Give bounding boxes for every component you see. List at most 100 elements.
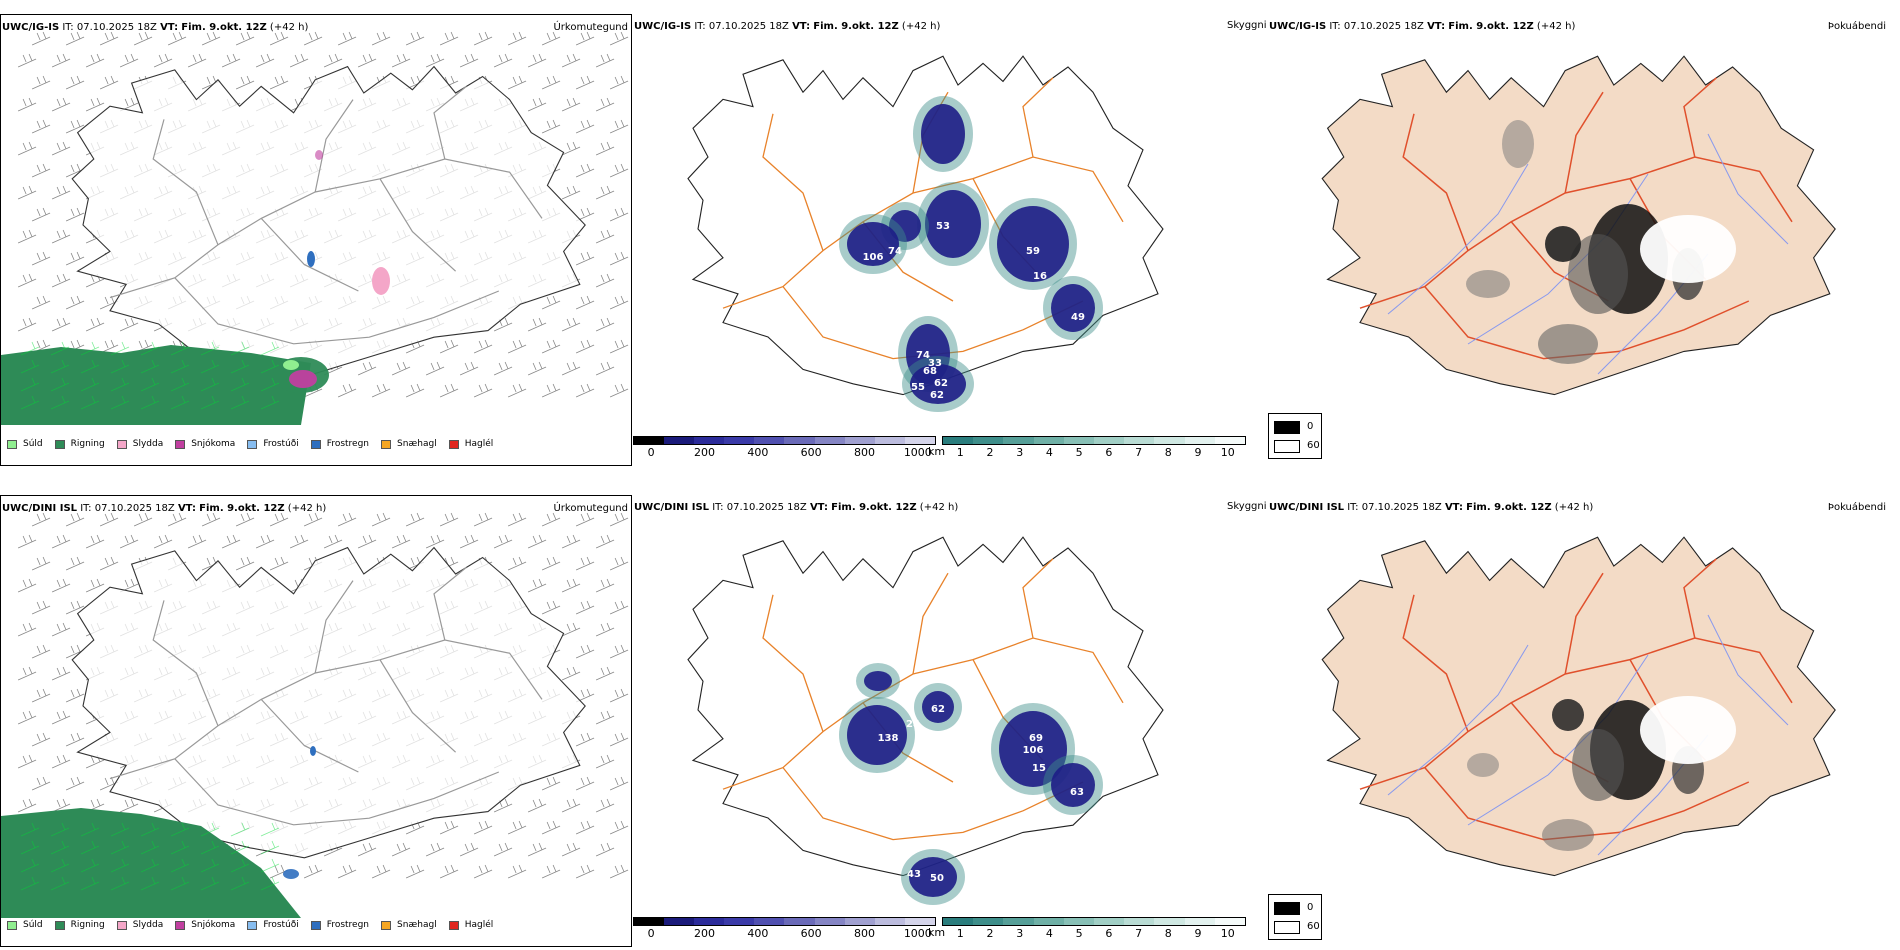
road-line	[260, 217, 359, 292]
wind-barb	[187, 534, 207, 549]
wind-barb	[153, 534, 173, 549]
wind-barb	[200, 377, 220, 392]
wind-barb	[110, 840, 130, 855]
panel-title: Skyggni	[1227, 20, 1267, 31]
ceiling-value-label: 68	[923, 366, 937, 377]
ceiling-colorbar-segment	[814, 437, 845, 444]
wind-barb	[80, 858, 100, 873]
ceiling-colorbar-tick-label: 1000	[903, 927, 932, 940]
wind-barb	[140, 876, 160, 891]
wind-barb	[357, 361, 377, 376]
wind-barb	[85, 97, 105, 112]
wind-barb	[371, 383, 391, 398]
wind-barb	[541, 820, 561, 835]
wind-barb	[201, 512, 221, 527]
fog-cell	[1568, 234, 1628, 314]
wind-barb	[17, 141, 37, 156]
wind-barb	[541, 383, 561, 398]
legend-swatch	[175, 920, 186, 930]
wind-barb	[170, 395, 190, 410]
ceiling-cell	[909, 857, 957, 897]
fog-label-high: 60	[1307, 921, 1320, 932]
road-line	[912, 572, 949, 675]
wind-barb	[337, 864, 357, 879]
snow-cell	[315, 150, 323, 160]
wind-barb	[140, 858, 160, 873]
iceland-fog-map	[1321, 536, 1836, 877]
legend-item: Haglél	[448, 439, 493, 449]
wind-barb	[200, 359, 220, 374]
wind-barb	[110, 359, 130, 374]
visibility-colorbar-unit: km	[928, 445, 946, 458]
wind-barb	[51, 666, 71, 681]
wind-barb	[99, 31, 119, 46]
ceiling-value-label: 16	[1033, 271, 1047, 282]
wind-barb	[65, 776, 85, 791]
wind-barb	[200, 822, 220, 837]
wind-barb	[541, 512, 561, 527]
road-line	[1402, 594, 1469, 732]
wind-barb	[133, 512, 153, 527]
wind-barb	[85, 53, 105, 68]
wind-barb	[439, 864, 459, 879]
wind-barb	[595, 185, 615, 200]
panel-title: Úrkomutegund	[553, 503, 628, 514]
wind-barb	[50, 822, 70, 837]
wind-barb	[541, 31, 561, 46]
wind-barb	[575, 75, 595, 90]
legend-swatch	[54, 920, 65, 930]
road-line	[433, 85, 467, 160]
road-line	[152, 600, 219, 727]
ceiling-visibility-map-dini: UWC/DINI ISL IT: 07.10.2025 18Z VT: Fim.…	[633, 495, 1269, 947]
wind-barb	[65, 512, 85, 527]
wind-barb	[170, 359, 190, 374]
visibility-colorbar-tick-label: 3	[1016, 446, 1024, 459]
road-line	[1022, 558, 1054, 639]
wind-barb	[575, 251, 595, 266]
wind-barb	[575, 119, 595, 134]
wind-barb	[170, 822, 190, 837]
ceiling-cell	[1051, 284, 1095, 332]
wind-barb	[507, 864, 527, 879]
wind-barb	[20, 341, 40, 356]
fog-index-map-dini: UWC/DINI ISL IT: 07.10.2025 18Z VT: Fim.…	[1268, 495, 1900, 947]
wind-barb	[110, 858, 130, 873]
ceiling-colorbar-segment	[664, 437, 695, 444]
ceiling-colorbar-ticks: 0 200 400 600 800 1000	[633, 926, 936, 940]
legend-label: Rigning	[70, 439, 105, 449]
road-line	[782, 767, 1084, 841]
wind-barb	[527, 361, 547, 376]
wind-barb	[99, 75, 119, 90]
ceiling-cell	[997, 206, 1069, 282]
panel-title: Þokuábendi	[1827, 502, 1886, 513]
wind-barb	[541, 600, 561, 615]
road-line	[1359, 637, 1793, 790]
ceiling-colorbar-tick-label: 800	[853, 927, 875, 940]
visibility-colorbar-tick-label: 3	[1016, 927, 1024, 940]
wind-barb	[260, 822, 280, 837]
wind-barb	[235, 556, 255, 571]
legend-swatch	[175, 439, 186, 449]
ceiling-value-label: 49	[1071, 312, 1085, 323]
wind-barb	[119, 53, 139, 68]
wind-barb	[80, 395, 100, 410]
wind-barb	[439, 31, 459, 46]
fog-swatch-low	[1274, 902, 1300, 915]
wind-barb	[20, 876, 40, 891]
ceiling-colorbar-tick-label: 0	[647, 446, 655, 459]
wind-barb	[269, 512, 289, 527]
wind-barb	[17, 534, 37, 549]
visibility-colorbar-tick-label: 6	[1105, 927, 1113, 940]
visibility-colorbar-segment	[1094, 918, 1125, 925]
wind-barb	[170, 377, 190, 392]
ceiling-colorbar-segment	[844, 918, 875, 925]
fog-label-low: 0	[1307, 421, 1314, 432]
visibility-colorbar-tick-label: 7	[1135, 927, 1143, 940]
wind-barb	[51, 229, 71, 244]
visibility-colorbar-segment	[1094, 437, 1125, 444]
visibility-colorbar-segment	[1063, 918, 1095, 925]
wind-barb	[99, 512, 119, 527]
ceiling-value-label: 53	[936, 221, 950, 232]
wind-barb	[357, 53, 377, 68]
legend-label: Frostúði	[263, 439, 299, 449]
